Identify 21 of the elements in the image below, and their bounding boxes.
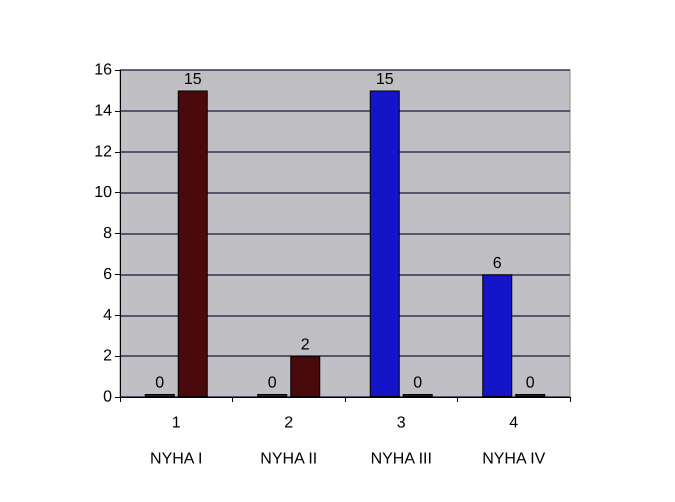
x-tick-label: 2 NYHA II (260, 414, 318, 468)
x-tick-label: 4 NYHA IV (482, 414, 546, 468)
data-label: 0 (268, 374, 277, 392)
y-tick-label: 2 (103, 348, 112, 365)
y-tick-label: 0 (103, 388, 112, 406)
y-tick-label: 4 (103, 306, 112, 324)
data-label: 0 (413, 374, 422, 392)
y-tick-label: 12 (94, 143, 112, 160)
data-label: 6 (492, 254, 502, 272)
y-tick-label: 16 (94, 62, 112, 78)
data-label: 0 (526, 374, 535, 392)
x-tick-label: 3 NYHA III (370, 414, 432, 468)
y-tick-label: 8 (103, 225, 112, 242)
data-label: 15 (376, 70, 394, 88)
y-tick-label: 14 (94, 102, 112, 120)
data-label: 0 (155, 374, 164, 392)
y-tick-label: 6 (103, 266, 112, 283)
y-tick-label: 10 (94, 184, 112, 202)
data-label: 15 (184, 70, 202, 88)
data-label: 2 (300, 336, 310, 354)
x-tick-label: 1 NYHA I (150, 414, 202, 468)
